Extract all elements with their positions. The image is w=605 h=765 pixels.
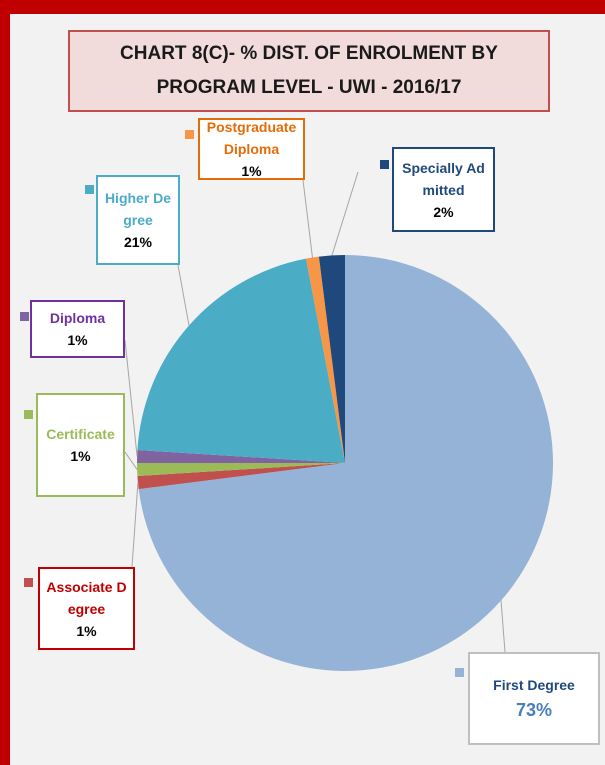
chart-area: CHART 8(C)- % DIST. OF ENROLMENT BY PROG… <box>10 14 605 765</box>
pie-slice <box>318 255 345 463</box>
value-label: 1% <box>241 163 262 179</box>
pie-slice <box>137 449 345 463</box>
category-label: Diploma <box>49 310 106 326</box>
leader-line <box>124 339 138 457</box>
legend-marker <box>85 185 94 194</box>
pie-slice <box>137 258 345 463</box>
leader-line <box>331 171 359 256</box>
category-label: Specially Admitted <box>402 159 485 198</box>
data-label-box: Certificate 1% <box>36 393 125 497</box>
leader-line <box>124 451 138 470</box>
pie-chart <box>124 171 554 671</box>
title-box: CHART 8(C)- % DIST. OF ENROLMENT BY PROG… <box>68 30 550 112</box>
data-label-box: Higher Degree 21% <box>96 175 180 265</box>
legend-marker <box>24 578 33 587</box>
leader-line <box>500 600 506 653</box>
pie-slice <box>306 256 345 463</box>
legend-marker <box>24 410 33 419</box>
legend-marker <box>20 312 29 321</box>
category-label: Higher Degree <box>104 190 172 228</box>
data-label-box: Specially Admitted 2% <box>392 147 495 232</box>
data-label-box: First Degree 73% <box>468 652 600 745</box>
pie-slice <box>137 463 345 490</box>
data-label-box: Associate Degree 1% <box>38 567 135 650</box>
value-label: 1% <box>76 622 97 639</box>
data-label-box: Diploma 1% <box>30 300 125 358</box>
leader-line <box>131 482 139 568</box>
legend-marker <box>455 668 464 677</box>
legend-marker <box>185 130 194 139</box>
category-label: Certificate <box>46 426 115 442</box>
leader-line <box>177 264 190 326</box>
pie-slice <box>137 463 345 477</box>
value-label: 1% <box>67 332 88 348</box>
chart-title: CHART 8(C)- % DIST. OF ENROLMENT BY PROG… <box>120 43 498 98</box>
category-label: First Degree <box>493 676 575 693</box>
value-label: 21% <box>123 234 153 250</box>
leader-line <box>302 179 313 258</box>
category-label: Postgraduate Diploma <box>206 119 297 157</box>
value-label: 73% <box>515 699 553 720</box>
value-label: 1% <box>70 448 91 464</box>
category-label: Associate Degree <box>46 578 127 617</box>
pie-slice <box>138 255 554 671</box>
legend-marker <box>380 160 389 169</box>
value-label: 2% <box>433 203 454 220</box>
data-label-box: Postgraduate Diploma 1% <box>198 118 305 180</box>
